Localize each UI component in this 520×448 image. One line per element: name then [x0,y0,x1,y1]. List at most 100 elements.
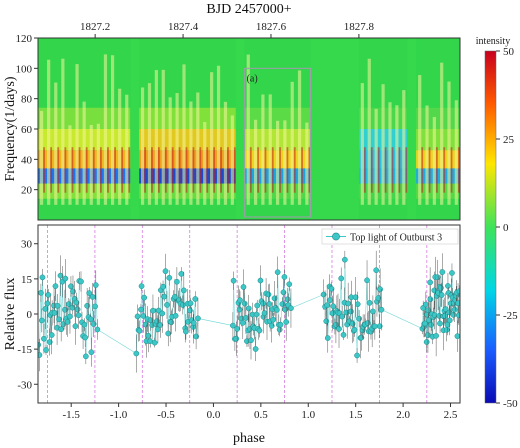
heatmap-fringe-hot [286,147,289,193]
data-point [426,317,432,323]
heatmap-fringe-hot [293,147,296,193]
scatter-x-tick-label: 0.5 [254,409,268,421]
scatter-y-tick-label: 15 [21,274,33,286]
heatmap-fringe-hot [435,147,438,193]
heatmap-fringe-hot [363,147,366,193]
data-point [134,313,141,320]
heatmap-fringe-hot [178,147,181,193]
heatmap-fringe [290,81,294,205]
heatmap-fringe-hot [257,147,259,193]
heatmap-fringe-hot [421,147,424,193]
heatmap-fringe [432,117,436,205]
heatmap-fringe [96,123,100,205]
scatter-x-ticks: -1.5 -1.0 -0.5 0.0 0.5 1.0 1.5 2.0 2.5 [62,403,458,421]
data-point [44,300,51,307]
data-point [234,326,241,332]
data-point [233,335,240,342]
heatmap-fringe-hot [308,147,311,193]
data-point [90,321,97,327]
heatmap-fringe-hot [264,147,267,193]
data-point [348,308,354,315]
data-point [64,319,71,325]
heatmap-fringe [381,84,385,205]
data-point [172,312,179,319]
scatter-x-tick-label: -0.5 [157,409,175,421]
legend-label: Top light of Outburst 3 [350,233,442,244]
data-point [245,305,252,312]
data-point [327,297,333,303]
data-point [172,293,178,300]
heatmap-fringe-hot [50,147,53,193]
data-point [162,268,169,275]
heatmap-fringe [223,101,228,205]
data-point [168,319,175,326]
data-point [455,300,460,307]
heatmap-fringe-hot [64,147,67,193]
top-axis-tick-label: 1827.8 [344,21,375,33]
data-point [86,290,93,296]
data-point [253,311,260,318]
data-point [164,302,170,308]
top-axis-tick-label: 1827.4 [168,21,199,33]
data-point [82,334,89,341]
heatmap-fringe-hot [370,147,373,193]
data-point [73,299,80,306]
data-point [141,294,148,301]
heatmap-fringe-hot [192,147,195,193]
data-point [62,275,69,282]
data-point [351,326,358,333]
heatmap-fringe [246,54,250,205]
colorbar-tick-label: -25 [503,310,518,322]
heatmap-fringe [89,124,93,205]
heatmap-fringe-hot [99,147,102,193]
colorbar-tick-label: 25 [503,134,515,146]
data-point [230,277,237,284]
scatter-x-tick-label: 2.0 [396,409,410,421]
highlight-box-frame [244,67,312,218]
data-point [277,321,284,328]
data-point [281,274,288,280]
scatter-y-axis-label: Relative flux [3,278,18,351]
data-point [195,315,201,322]
heatmap-fringe [75,64,79,205]
heatmap-fringe-hot [428,147,431,193]
colorbar-tick-label: -50 [503,398,518,410]
data-point [72,323,79,330]
heatmap-fringe [454,100,458,205]
heatmap-fringe-hot [233,147,236,193]
scatter-y-tick-label: 30 [21,239,33,251]
scatter-x-tick-label: -1.5 [62,409,80,421]
heatmap-fringe [253,119,258,205]
heatmap-fringe-hot [151,147,153,193]
data-point [140,313,147,319]
scatter-y-tick-label: -30 [17,379,32,391]
heatmap-fringe-hot [71,147,74,193]
heatmap-fringe-hot [185,147,188,193]
data-point [444,321,451,328]
heatmap-y-tick-label: 20 [21,185,33,197]
scatter-x-tick-label: 1.5 [349,409,363,421]
data-point [375,295,382,301]
heatmap-fringe [367,58,371,205]
heatmap-fringe-hot [384,147,387,193]
heatmap-fringe [61,58,65,205]
data-point [92,303,98,310]
heatmap-fringe [283,120,287,205]
data-point [342,256,348,263]
heatmap-fringe-hot [457,147,460,193]
heatmap-fringe [110,55,115,205]
heatmap-fringe [440,62,444,205]
data-point [446,317,453,324]
data-point [160,283,166,290]
data-point [138,283,145,290]
data-point [450,311,457,318]
heatmap-y-ticks: 20 40 60 80 100 120 [16,33,38,197]
heatmap-y-tick-label: 100 [16,63,33,75]
heatmap-fringe-hot [107,147,109,193]
data-point [230,322,236,329]
heatmap-fringe-hot [199,147,202,193]
scatter-y-tick-label: -15 [17,344,32,356]
heatmap-fringe-hot [164,147,167,193]
top-axis-tick-label: 1827.6 [256,21,287,33]
data-point [57,272,64,279]
